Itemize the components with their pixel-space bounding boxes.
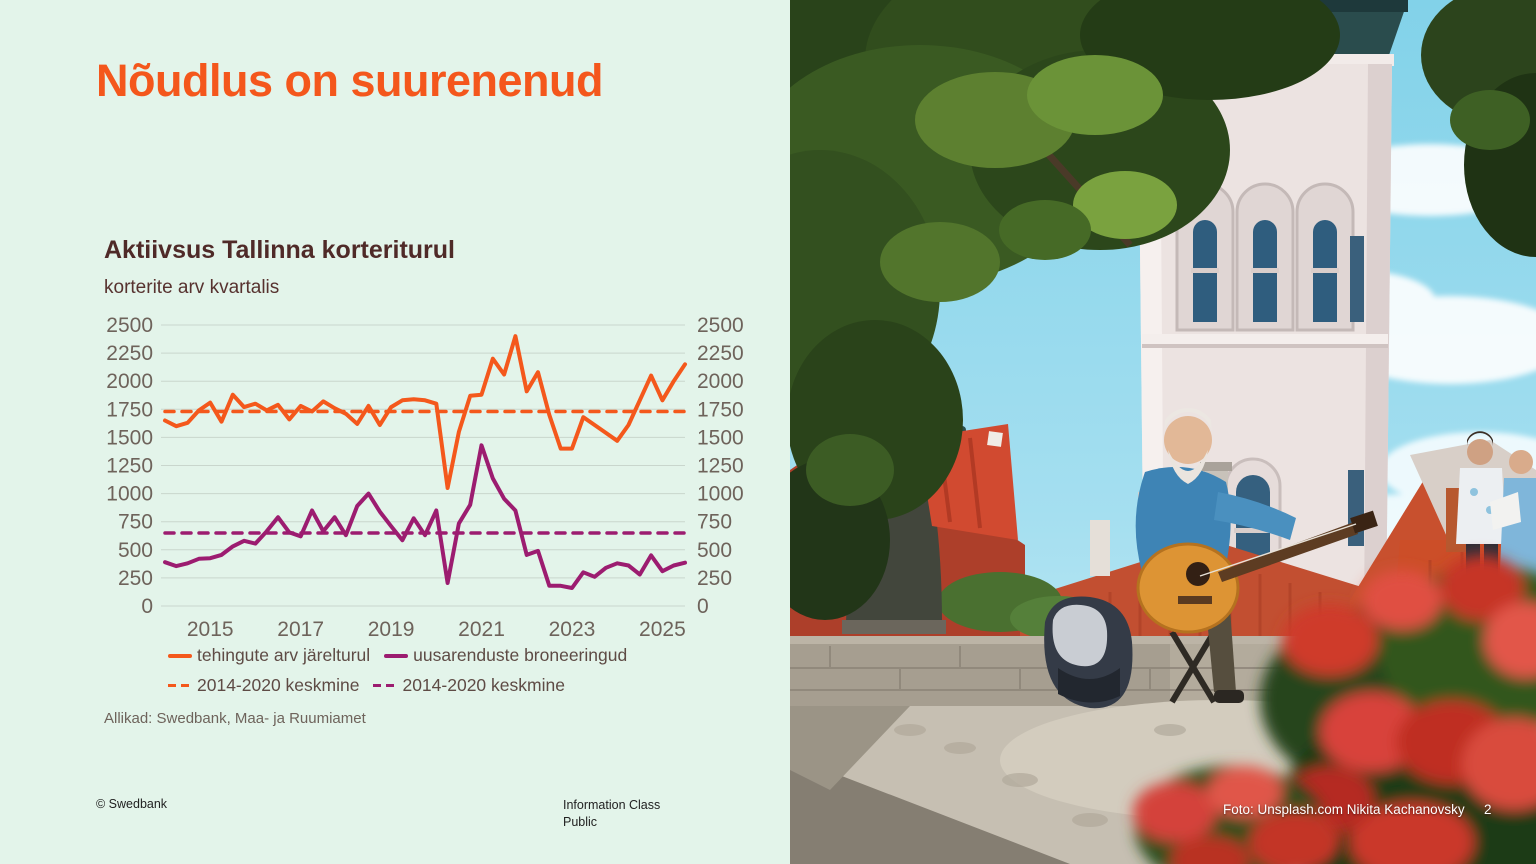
photo-credit: Foto: Unsplash.com Nikita Kachanovsky [1223,802,1465,817]
x-axis-tick-label: 2015 [187,618,234,641]
legend-item-average-purple: 2014-2020 keskmine [373,675,565,696]
tree-foliage-top-right [1421,0,1536,257]
copyright-text: © Swedbank [96,797,168,811]
y-axis-tick-label-right: 500 [697,539,732,562]
line-chart: 0 0 250 250 500 500 750 750 1000 1000 1250 1250 1500… [90,310,750,650]
y-axis-tick-label: 2250 [106,342,153,365]
y-axis-tick-label-right: 1500 [697,426,744,449]
legend-label: 2014-2020 keskmine [402,675,565,695]
y-axis-tick-label-right: 2000 [697,370,744,393]
y-axis-tick-label-right: 1750 [697,398,744,421]
y-axis-tick-label-right: 0 [697,595,709,618]
chart-source: Allikad: Swedbank, Maa- ja Ruumiamet [104,710,366,727]
photo-panel: Foto: Unsplash.com Nikita Kachanovsky 2 [790,0,1536,864]
y-axis-tick-label: 2500 [106,314,153,337]
content-panel: Nõudlus on suurenenud Aktiivsus Tallinna… [90,55,750,830]
x-axis-tick-label: 2017 [277,618,324,641]
x-axis-tick-label: 2023 [549,618,596,641]
chart-title: Aktiivsus Tallinna korteriturul [104,236,456,264]
y-axis-tick-label-right: 2250 [697,342,744,365]
legend-label: tehingute arv järelturul [197,645,371,665]
legend-item-new-developments: uusarenduste broneeringud [384,645,627,666]
slide-title: Nõudlus on suurenenud [96,55,603,106]
chart-subtitle: korterite arv kvartalis [104,277,280,298]
data-series-line [163,334,687,490]
x-axis-tick-label: 2025 [639,618,686,641]
y-axis-tick-label-right: 750 [697,511,732,534]
purple-line-swatch [384,653,409,658]
legend-item-secondary-market: tehingute arv järelturul [168,645,370,666]
y-axis-tick-label: 1000 [106,483,153,506]
y-axis-tick-label-right: 2500 [697,314,744,337]
information-class: Information Class Public [563,797,660,830]
data-series-line [163,443,687,590]
y-axis-tick-label: 750 [118,511,153,534]
legend-row-series: tehingute arv järelturul uusarenduste br… [168,645,728,666]
orange-line-swatch [168,653,192,658]
y-axis-tick-label: 2000 [106,370,153,393]
purple-dashed-swatch [373,683,398,688]
y-axis-tick-label: 1750 [106,398,153,421]
information-class-line1: Information Class [563,798,661,812]
y-axis-tick-label: 500 [118,539,153,562]
y-axis-tick-label-right: 250 [697,567,732,590]
y-axis-tick-label: 250 [118,567,153,590]
page-number: 2 [1484,802,1492,817]
y-axis-tick-label: 1500 [106,426,153,449]
legend-row-averages: 2014-2020 keskmine 2014-2020 keskmine [168,675,728,696]
foreground-flowers-center [1133,766,1341,864]
guitar-case [1044,596,1133,709]
x-axis-tick-label: 2021 [458,618,505,641]
y-axis-tick-label-right: 1250 [697,455,744,478]
x-axis-tick-label: 2019 [368,618,415,641]
street-musician [1135,407,1378,704]
y-axis-tick-label-right: 1000 [697,483,744,506]
tree-foliage [790,0,1340,620]
y-axis-tick-label: 0 [141,595,153,618]
legend-item-average-orange: 2014-2020 keskmine [168,675,359,696]
information-class-line2: Public [563,814,598,829]
legend-label: uusarenduste broneeringud [413,645,628,665]
chart-legend: tehingute arv järelturul uusarenduste br… [168,645,728,705]
legend-label: 2014-2020 keskmine [197,675,360,695]
y-axis-tick-label: 1250 [106,455,153,478]
photo-tallinn [790,0,1536,864]
orange-dashed-swatch [168,683,192,688]
